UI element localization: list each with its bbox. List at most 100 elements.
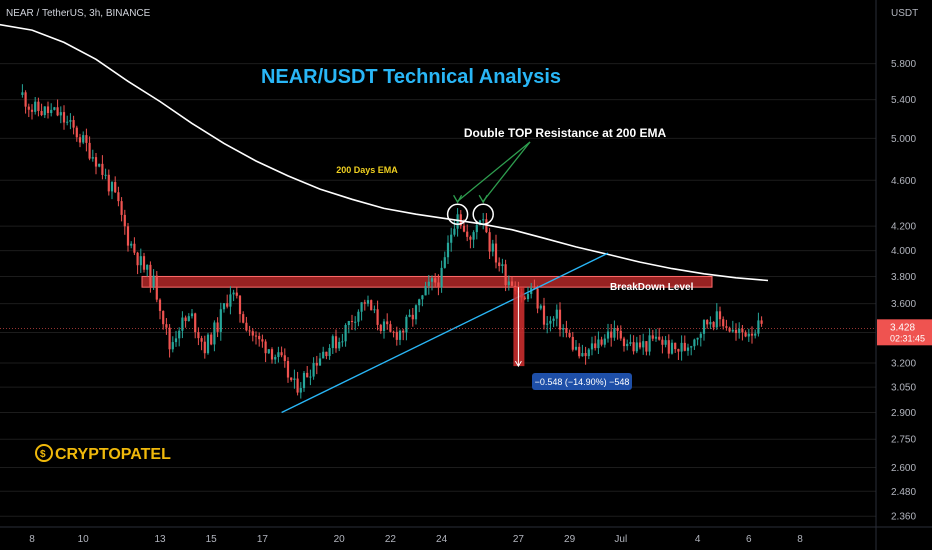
time-axis[interactable]: 8 10 13 15 17 20 22 24 27 29 Jul 4 6 8 bbox=[0, 526, 932, 545]
candle-down bbox=[184, 317, 187, 321]
candle-down bbox=[744, 332, 747, 337]
candle-down bbox=[741, 328, 744, 333]
candle-down bbox=[594, 343, 597, 349]
candle-up bbox=[754, 333, 757, 336]
ema-layer bbox=[0, 23, 769, 282]
logo-icon-glyph: $ bbox=[40, 449, 46, 460]
resistance-zone bbox=[141, 275, 713, 288]
candle-up bbox=[699, 333, 702, 338]
candle-down bbox=[120, 201, 123, 215]
analysis-title: NEAR/USDT Technical Analysis bbox=[261, 66, 561, 88]
price-tick-label: 3.050 bbox=[891, 383, 916, 394]
candle-up bbox=[501, 264, 504, 267]
price-tick-label: 2.360 bbox=[891, 512, 916, 523]
candle-down bbox=[536, 288, 539, 309]
candle-up bbox=[670, 342, 674, 354]
candle-down bbox=[504, 264, 507, 286]
candle-down bbox=[578, 346, 581, 357]
candle-up bbox=[738, 328, 741, 334]
time-tick-label: 4 bbox=[695, 534, 701, 545]
ema-200-line bbox=[0, 23, 769, 282]
candle-up bbox=[309, 376, 312, 378]
candle-up bbox=[626, 343, 629, 347]
candle-down bbox=[386, 321, 389, 325]
candle-down bbox=[290, 377, 293, 380]
candle-up bbox=[357, 311, 360, 322]
candle-up bbox=[603, 338, 606, 345]
candle-down bbox=[523, 297, 526, 299]
candle-up bbox=[293, 378, 296, 380]
candle-up bbox=[731, 329, 734, 332]
candle-down bbox=[370, 300, 373, 311]
time-tick-label: 29 bbox=[564, 534, 576, 545]
price-tick-label: 2.480 bbox=[891, 487, 916, 498]
candle-up bbox=[152, 275, 155, 287]
candle-down bbox=[72, 120, 75, 128]
candle-up bbox=[322, 351, 325, 359]
time-tick-label: 27 bbox=[513, 534, 525, 545]
candle-down bbox=[149, 264, 152, 287]
candle-down bbox=[242, 314, 245, 323]
candle-down bbox=[395, 331, 398, 340]
candle-down bbox=[258, 336, 261, 340]
candle-down bbox=[632, 342, 635, 352]
candle-down bbox=[286, 361, 290, 378]
candle-down bbox=[168, 327, 171, 350]
support-trendline bbox=[281, 252, 609, 414]
candle-down bbox=[558, 309, 562, 330]
time-tick-label: 6 bbox=[746, 534, 752, 545]
candle-up bbox=[229, 294, 232, 307]
candle-down bbox=[658, 336, 661, 340]
candle-up bbox=[590, 343, 594, 350]
candle-up bbox=[344, 324, 347, 342]
candle-up bbox=[418, 299, 421, 306]
candle-up bbox=[232, 292, 235, 295]
candle-up bbox=[686, 347, 690, 351]
price-tick-label: 5.800 bbox=[891, 59, 916, 70]
candle-up bbox=[450, 234, 453, 243]
candle-up bbox=[331, 336, 334, 349]
candle-up bbox=[654, 336, 658, 339]
candle-up bbox=[414, 305, 418, 320]
candle-up bbox=[91, 157, 94, 159]
candle-down bbox=[158, 299, 162, 311]
time-tick-label: Jul bbox=[614, 534, 627, 545]
candle-down bbox=[210, 334, 213, 345]
candle-up bbox=[424, 286, 427, 296]
measure-badge bbox=[532, 373, 632, 390]
candle-up bbox=[171, 342, 174, 350]
candle-down bbox=[24, 92, 27, 107]
candle-up bbox=[59, 112, 62, 116]
candle-down bbox=[734, 329, 738, 334]
candle-down bbox=[728, 327, 731, 332]
candle-up bbox=[430, 278, 434, 282]
candle-up bbox=[421, 295, 424, 300]
candle-up bbox=[539, 305, 542, 309]
candle-down bbox=[37, 101, 40, 112]
candle-up bbox=[366, 300, 370, 304]
candle-down bbox=[136, 252, 139, 266]
candle-down bbox=[411, 314, 414, 320]
price-tick-label: 3.600 bbox=[891, 299, 916, 310]
candle-down bbox=[616, 328, 619, 331]
candle-down bbox=[155, 275, 158, 300]
candle-down bbox=[162, 310, 165, 325]
candle-down bbox=[350, 320, 354, 322]
candle-up bbox=[178, 330, 181, 339]
ema-label: 200 Days EMA bbox=[336, 165, 398, 175]
candle-down bbox=[114, 182, 117, 193]
candle-down bbox=[200, 338, 203, 342]
measure-text: −0.548 (−14.90%) −548 bbox=[535, 377, 630, 387]
candle-up bbox=[642, 341, 645, 348]
candle-up bbox=[635, 342, 638, 352]
candle-down bbox=[571, 336, 574, 350]
candle-up bbox=[408, 314, 411, 317]
candle-up bbox=[443, 257, 446, 268]
grid-layer bbox=[0, 63, 876, 517]
candle-down bbox=[62, 112, 66, 123]
time-tick-label: 10 bbox=[78, 534, 90, 545]
candle-down bbox=[245, 322, 248, 331]
